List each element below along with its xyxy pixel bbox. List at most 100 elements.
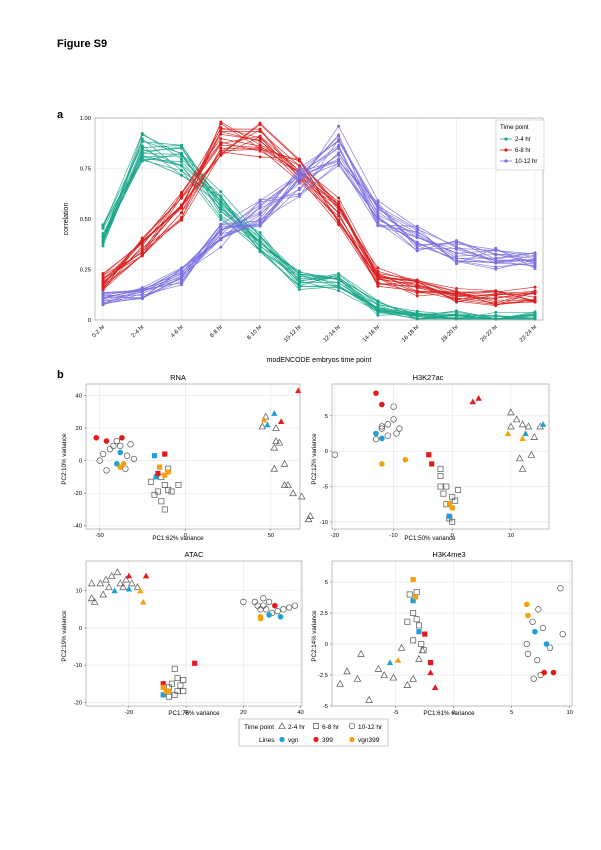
y-tick-label: -2.5 [318,673,328,679]
series-point [297,287,301,291]
series-point [494,310,498,314]
point-6-8hr [410,598,416,604]
y-tick-label: -20 [74,491,82,497]
point-6-8hr [410,637,417,644]
point-2-4hr [519,435,526,442]
point-6-8hr [166,688,172,694]
point-10-12hr [285,604,293,611]
atac-x-axis-label: PC1:76% variance [168,710,220,717]
point-6-8hr [446,513,452,519]
point-6-8hr [160,681,166,687]
point-2-4hr [133,583,142,590]
series-point [337,203,341,207]
rna-frame [85,383,301,530]
series-point [337,218,341,222]
x-tick-label: 12-14 hr [323,324,343,344]
series-point [219,218,223,222]
series-point [337,289,341,293]
series-point [219,140,223,144]
point-2-4hr [353,674,362,682]
series-point [101,273,105,277]
legend-a-label: 10-12 hr [515,159,537,165]
series-point [180,160,184,164]
series-point [180,279,184,283]
atac-grid [86,561,302,706]
series-line [102,141,536,297]
series-point [258,144,262,148]
h3k27ac-grid [332,384,549,529]
point-2-4hr [105,583,113,590]
y-tick-label: 0 [79,459,82,465]
y-tick-label: -10 [320,520,328,526]
series-point [454,289,458,293]
point-2-4hr [272,424,280,431]
series-point [219,127,223,131]
point-2-4hr [518,420,527,428]
point-2-4hr [107,571,116,579]
series-point [415,246,419,250]
y-tick-label: -20 [74,700,82,706]
legend-b-line-label: vgn [288,737,299,744]
point-6-8hr [437,483,444,490]
point-10-12hr [93,434,100,441]
series-point [180,211,184,215]
y-tick-label: 5 [325,580,328,586]
point-6-8hr [426,452,432,458]
point-10-12hr [393,430,400,437]
series-line [102,155,536,320]
legend-b-line-label: vgn399 [358,737,380,744]
series-point [219,209,223,213]
point-10-12hr [291,602,298,609]
point-10-12hr [274,608,281,615]
point-10-12hr [543,641,550,647]
series-point [219,150,223,154]
series-point [219,215,223,219]
series-point [454,254,458,258]
legend-b-time-label: 2-4 hr [288,724,306,731]
point-2-4hr [475,394,482,401]
point-10-12hr [123,452,131,459]
point-10-12hr [260,595,267,602]
point-6-8hr [412,594,419,600]
x-tick-label: 0 [451,533,454,539]
series-point [494,315,498,319]
h3k27ac-x-axis-label: PC1:50% variance [404,535,456,542]
series-line [102,161,536,300]
point-6-8hr [177,682,184,689]
series-point [297,278,301,282]
series-point [297,188,301,192]
series-point [415,224,419,228]
point-10-12hr [257,615,264,622]
series-point [376,282,380,286]
series-point [258,243,262,247]
series-point [258,205,262,209]
series-point [376,269,380,273]
point-2-4hr [403,681,412,688]
series-point [494,259,498,263]
point-10-12hr [110,442,117,450]
point-2-4hr [397,643,406,651]
point-6-8hr [174,675,181,682]
series-point [533,285,537,289]
point-2-4hr [374,664,383,672]
series-point [101,288,105,292]
series-point [180,272,184,276]
series-point [258,231,262,235]
series-point [258,234,262,238]
series-point [376,201,380,205]
line-chart-x-ticks: 0-2 hr 2-4 hr 4-6 hr 6-8 hr 8-10 hr 10-12 hr 1… [91,324,538,344]
point-2-4hr [99,590,107,598]
point-2-4hr [289,489,297,497]
series-line [102,160,536,304]
point-10-12hr [525,612,531,619]
point-6-8hr [416,622,422,629]
series-point [494,296,498,300]
y-tick-label: 10 [76,589,82,595]
point-6-8hr [165,469,171,475]
series-point [258,219,262,223]
point-2-4hr [518,464,527,472]
point-10-12hr [530,675,537,682]
rna-title: RNA [170,373,186,382]
atac-frame [85,560,303,707]
